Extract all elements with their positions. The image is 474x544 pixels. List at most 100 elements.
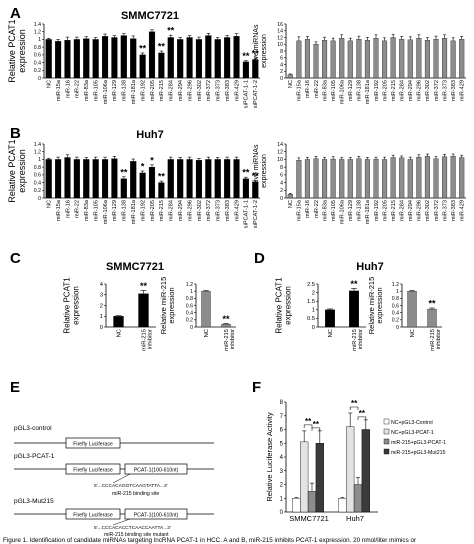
- y-tick-label: 14: [277, 142, 283, 148]
- bar: [167, 159, 174, 199]
- bar: [339, 159, 345, 199]
- x-tick-label: miR-192: [374, 80, 380, 101]
- x-tick-label-line: inhibitor: [147, 329, 153, 349]
- x-tick-label-line: miR-302: [425, 200, 431, 221]
- pcat1-insert-box-2: [124, 463, 188, 475]
- bar: [177, 159, 184, 199]
- y-tick-label: 0: [38, 76, 41, 82]
- y-tick-label: 2: [280, 188, 283, 194]
- significance-marker: **: [313, 420, 320, 429]
- x-tick-label-line: miR-83a: [322, 79, 328, 101]
- y-tick-label: 0.6: [34, 173, 41, 179]
- y-tick-label: 6: [280, 428, 284, 434]
- bar: [201, 291, 211, 328]
- x-tick-label: miR-83a: [322, 199, 328, 221]
- x-tick-label-line: miR-83a: [322, 199, 328, 221]
- x-tick-label: miR-22: [75, 80, 81, 98]
- x-tick-label: miR-205: [382, 80, 388, 101]
- panel-b-title: Huh7: [136, 129, 164, 141]
- binding-seq-2: 5'...CCCACAGGTCAAGTATTA...3': [94, 483, 168, 489]
- pcat1-insert-label-3: PCAT-1(100-610nt): [134, 513, 179, 519]
- x-tick-label: miR-372: [434, 200, 440, 221]
- x-tick-label: miR-284: [169, 80, 175, 101]
- y-tick-label: 8: [280, 400, 284, 406]
- y-tick-label: 0: [280, 196, 283, 202]
- x-tick-label-line: miR-205: [382, 200, 388, 221]
- y-tick-label: 6: [280, 56, 283, 62]
- x-tick-label: miR-106a: [103, 79, 109, 104]
- x-tick-label-line: miR-383: [451, 200, 457, 221]
- y-tick-label: 0.8: [34, 165, 41, 171]
- legend-swatch: [383, 418, 390, 425]
- y-tick-label: 0.4: [34, 60, 41, 66]
- x-tick-label: siPCAT-1-1: [244, 80, 250, 108]
- significance-marker: **: [242, 51, 250, 61]
- x-tick-label: miR-372: [206, 80, 212, 101]
- x-tick-label: siPCAT-1-2: [253, 200, 259, 228]
- bar: [195, 39, 203, 79]
- x-tick-label-line: miR-22: [75, 80, 81, 98]
- y-tick-label: 8: [280, 49, 283, 55]
- y-axis-label: Relative PCAT1expression: [63, 277, 81, 334]
- x-tick-label-line: miR-105: [93, 200, 99, 221]
- bar: [242, 178, 249, 199]
- bar: [304, 39, 310, 79]
- x-tick-label: Huh7: [346, 514, 364, 523]
- x-tick-label: miR-429: [234, 80, 240, 101]
- x-tick-label: miR-105: [331, 80, 337, 101]
- x-tick-label-line: miR-105: [331, 80, 337, 101]
- y-axis-label-line: Relative miRNAs: [253, 24, 260, 77]
- x-tick-label: miR-138: [122, 80, 128, 101]
- x-tick-label-line: miR-205: [150, 200, 156, 221]
- y-tick-label: 1.5: [307, 299, 315, 305]
- x-tick-label: miR-215: [391, 200, 397, 221]
- bar: [427, 308, 437, 328]
- x-tick-label: NC: [328, 329, 334, 337]
- bar: [242, 61, 249, 79]
- x-tick-label-line: miR-192: [140, 200, 146, 221]
- y-tick-label: 0: [38, 196, 41, 202]
- bar: [322, 40, 328, 79]
- bar: [101, 36, 109, 79]
- significance-marker: **: [252, 48, 260, 58]
- x-tick-label-line: miR-106a: [103, 79, 109, 104]
- chart-a-pcat1: 0 0.2 0.40.6 0.8 11.2 1.4 Relative PCAT1expres…: [7, 19, 260, 108]
- x-tick-label: miR-192: [140, 80, 146, 101]
- panel-a-title: SMMC7721: [121, 10, 179, 22]
- y-axis-label-line: expression: [17, 29, 27, 73]
- significance-marker: **: [139, 43, 147, 53]
- chart-c-pcat1: 0 1 2 3 4 Relative PCAT1expression NC miR-215in…: [63, 277, 156, 351]
- bar: [130, 161, 137, 199]
- x-tick-label-line: miR-129: [112, 200, 118, 221]
- y-axis-label-line: expression: [167, 287, 176, 323]
- x-tick-label-line: miR-16: [305, 80, 311, 98]
- y-tick-label: 10: [277, 157, 283, 163]
- x-tick-label: miR-372: [434, 80, 440, 101]
- y-tick-label: 4: [280, 62, 283, 68]
- x-tick-label-line: miR-429: [460, 80, 466, 101]
- y-tick-label: 0.4: [392, 310, 399, 316]
- y-tick-label: 0.8: [186, 296, 193, 302]
- significance-bracket: [349, 406, 359, 410]
- bar: [307, 491, 317, 513]
- panel-letter-f: F: [252, 379, 261, 396]
- bar: [111, 158, 118, 199]
- chart-b-pcat1: 0 0.2 0.40.6 0.8 11.2 1.4 Relative PCAT1expres…: [7, 139, 260, 228]
- y-axis-label-line: expression: [71, 286, 80, 325]
- y-tick-label: 0: [280, 76, 283, 82]
- bar: [382, 159, 388, 199]
- y-tick-label: 4: [280, 180, 283, 186]
- bar: [407, 159, 413, 199]
- bar: [347, 40, 353, 79]
- bar: [148, 166, 156, 199]
- x-tick-label: NC: [46, 200, 52, 208]
- x-tick-label: miR-22: [314, 80, 320, 98]
- x-tick-label-line: miR-215: [224, 329, 230, 351]
- chart-d-pcat1: 0 0.5 1 1.5 2 2.5 Relative PCAT1expression NC mi…: [275, 277, 366, 351]
- bar: [73, 39, 80, 79]
- bar: [416, 38, 422, 79]
- y-tick-label: 0.2: [34, 188, 41, 194]
- x-tick-label: SMMC7721: [289, 514, 329, 523]
- x-tick-label: miR-215inhibitor: [224, 329, 236, 351]
- x-tick-label-line: miR-106a: [340, 79, 346, 104]
